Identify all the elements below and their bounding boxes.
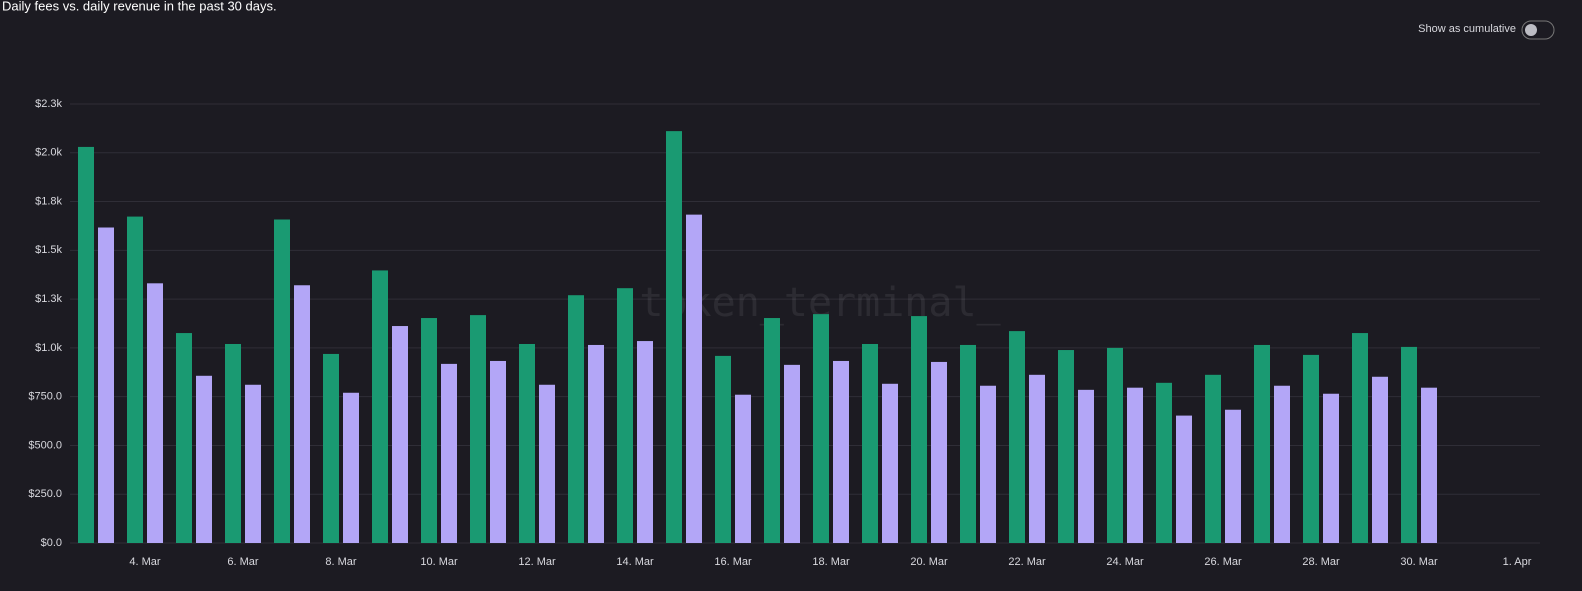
x-tick-label: 20. Mar <box>910 556 948 568</box>
bar <box>98 227 114 543</box>
bar <box>862 343 878 543</box>
bar <box>1352 333 1368 543</box>
bar <box>1225 409 1241 543</box>
x-tick-label: 28. Mar <box>1302 556 1340 568</box>
bar <box>1078 389 1094 543</box>
y-tick-label: $1.5k <box>35 244 62 256</box>
bar <box>1205 374 1221 543</box>
bar <box>1009 331 1025 543</box>
y-tick-label: $1.8k <box>35 195 62 207</box>
bar <box>1107 347 1123 543</box>
x-tick-label: 26. Mar <box>1204 556 1242 568</box>
bar <box>960 344 976 543</box>
bar <box>882 383 898 543</box>
bar <box>323 353 339 543</box>
bar <box>617 288 633 543</box>
bar <box>784 364 800 543</box>
bar <box>1156 382 1172 543</box>
bar <box>764 318 780 543</box>
x-tick-label: 10. Mar <box>420 556 458 568</box>
bar <box>588 344 604 543</box>
x-tick-label: 24. Mar <box>1106 556 1144 568</box>
bar <box>1127 387 1143 543</box>
x-tick-label: 18. Mar <box>812 556 850 568</box>
bar <box>813 314 829 543</box>
toggle-knob <box>1525 24 1537 36</box>
bar <box>833 360 849 543</box>
bar <box>1323 393 1339 543</box>
y-tick-label: $1.0k <box>35 342 62 354</box>
bar <box>294 285 310 543</box>
y-tick-label: $250.0 <box>28 488 62 500</box>
x-tick-label: 8. Mar <box>325 556 357 568</box>
x-tick-label: 12. Mar <box>518 556 556 568</box>
x-tick-label: 1. Apr <box>1503 556 1532 568</box>
bar <box>519 343 535 543</box>
bar <box>176 333 192 543</box>
bar <box>715 355 731 543</box>
bar <box>343 392 359 543</box>
bar <box>196 375 212 543</box>
x-tick-label: 30. Mar <box>1400 556 1438 568</box>
bar <box>686 214 702 544</box>
bar <box>1303 354 1319 543</box>
bar <box>931 361 947 543</box>
x-tick-label: 22. Mar <box>1008 556 1046 568</box>
y-tick-label: $0.0 <box>41 537 62 549</box>
y-tick-label: $500.0 <box>28 439 62 451</box>
x-tick-label: 6. Mar <box>227 556 259 568</box>
bar <box>539 384 555 543</box>
bar <box>1176 415 1192 543</box>
bar <box>441 363 457 543</box>
bar <box>637 341 653 543</box>
x-tick-label: 4. Mar <box>129 556 161 568</box>
y-tick-label: $2.3k <box>35 98 62 110</box>
y-tick-label: $2.0k <box>35 147 62 159</box>
y-tick-label: $750.0 <box>28 391 62 403</box>
x-tick-label: 14. Mar <box>616 556 654 568</box>
toggle-label[interactable]: Show as cumulative <box>1418 23 1516 35</box>
bar <box>1372 376 1388 543</box>
bar <box>470 315 486 543</box>
bar <box>490 360 506 543</box>
bar <box>372 270 388 543</box>
bar <box>1058 350 1074 543</box>
bar <box>1421 387 1437 543</box>
bar <box>225 343 241 543</box>
bar <box>274 219 290 543</box>
chart-title: Daily fees vs. daily revenue in the past… <box>2 0 277 13</box>
bar <box>147 283 163 543</box>
bar <box>666 131 682 544</box>
bar <box>980 385 996 543</box>
bar <box>735 394 751 543</box>
bar <box>421 318 437 543</box>
bar <box>1254 344 1270 543</box>
x-tick-label: 16. Mar <box>714 556 752 568</box>
bar <box>1401 346 1417 543</box>
bar <box>392 326 408 543</box>
bar <box>1029 374 1045 543</box>
bar <box>245 384 261 543</box>
bar <box>911 316 927 543</box>
bar <box>1274 385 1290 543</box>
y-tick-label: $1.3k <box>35 293 62 305</box>
bar <box>127 216 143 544</box>
bar <box>568 295 584 543</box>
bar <box>78 146 94 543</box>
